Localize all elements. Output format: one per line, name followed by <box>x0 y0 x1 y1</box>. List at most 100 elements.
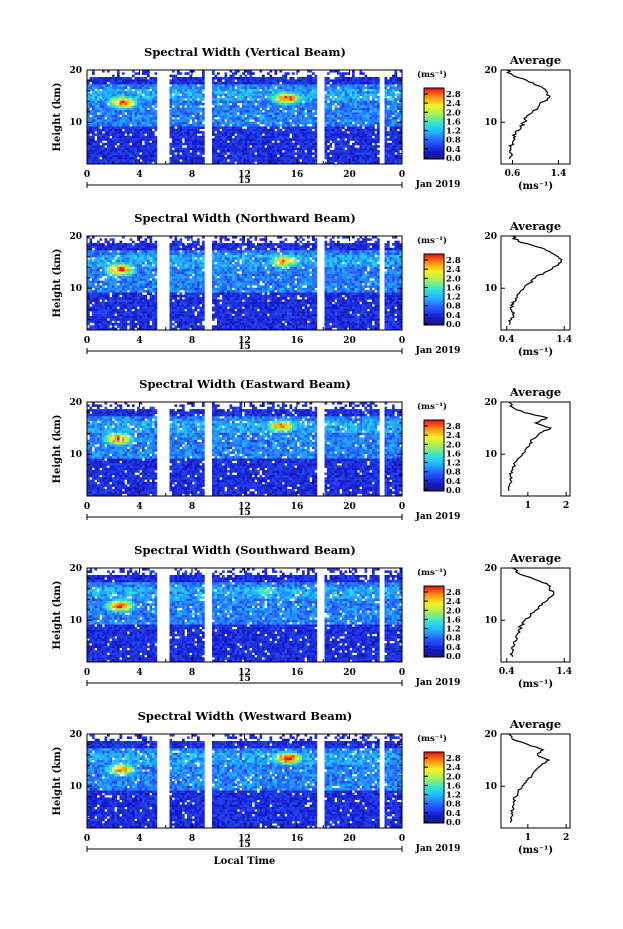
heatmap-cell <box>192 133 195 136</box>
heatmap-cell <box>94 117 98 120</box>
heatmap-cell <box>132 294 135 298</box>
heatmap-cell <box>189 124 193 127</box>
heatmap-cell <box>92 304 95 307</box>
heatmap-cell <box>364 95 368 99</box>
heatmap-cell <box>89 283 93 286</box>
heatmap-cell <box>224 117 228 120</box>
heatmap-cell <box>92 133 95 136</box>
heatmap-cell <box>187 117 190 120</box>
heatmap-cell <box>307 147 310 151</box>
heatmap-cell <box>87 98 90 101</box>
heatmap-cell <box>137 152 140 155</box>
heatmap-cell <box>262 149 265 153</box>
heatmap-cell <box>117 287 120 291</box>
heatmap-cell <box>99 257 103 260</box>
heatmap-cell <box>114 292 118 295</box>
heatmap-cell <box>389 133 393 136</box>
heatmap-cell <box>289 91 293 94</box>
heatmap-cell <box>117 138 120 141</box>
heatmap-cell <box>92 294 95 298</box>
heatmap-cell <box>357 161 360 165</box>
heatmap-cell <box>329 135 333 139</box>
heatmap-cell <box>129 121 133 125</box>
heatmap-cell <box>332 156 335 160</box>
heatmap-cell <box>199 117 203 120</box>
heatmap-cell <box>397 81 400 85</box>
heatmap-cell <box>364 126 368 129</box>
heatmap-cell <box>119 124 123 127</box>
colorbar-segment <box>424 112 444 115</box>
heatmap-cell <box>179 88 183 92</box>
heatmap-cell <box>399 140 403 144</box>
heatmap-cell <box>267 98 270 101</box>
heatmap-cell <box>109 283 113 286</box>
heatmap-cell <box>292 88 295 92</box>
heatmap-cell <box>234 117 238 120</box>
heatmap-cell <box>389 152 393 155</box>
heatmap-cell <box>137 245 140 248</box>
heatmap-cell <box>104 250 108 253</box>
heatmap-cell <box>109 145 113 148</box>
heatmap-cell <box>194 133 198 136</box>
heatmap-cell <box>97 322 100 326</box>
heatmap-cell <box>367 100 370 104</box>
heatmap-cell <box>287 156 290 160</box>
heatmap-cell <box>327 117 330 120</box>
heatmap-cell <box>374 138 378 141</box>
heatmap-cell <box>219 95 223 99</box>
heatmap-cell <box>367 161 370 165</box>
heatmap-cell <box>377 112 380 115</box>
heatmap-cell <box>189 117 193 120</box>
heatmap-cell <box>349 131 353 134</box>
heatmap-cell <box>339 72 343 75</box>
heatmap-cell <box>239 154 243 158</box>
heatmap-cell <box>122 294 125 298</box>
heatmap-cell <box>104 304 108 307</box>
heatmap-cell <box>349 109 353 113</box>
heatmap-cell <box>194 79 198 82</box>
heatmap-cell <box>352 119 355 122</box>
heatmap-cell <box>124 154 128 158</box>
heatmap-cell <box>102 88 105 92</box>
heatmap-cell <box>364 154 368 158</box>
heatmap-cell <box>124 142 128 146</box>
heatmap-cell <box>92 114 95 118</box>
heatmap-cell <box>97 243 100 246</box>
heatmap-cell <box>212 145 215 148</box>
heatmap-cell <box>132 131 135 134</box>
heatmap-cell <box>384 88 388 92</box>
heatmap-cell <box>152 109 155 113</box>
heatmap-cell <box>272 126 275 129</box>
heatmap-cell <box>222 112 225 115</box>
heatmap-cell <box>387 152 390 155</box>
heatmap-cell <box>287 152 290 155</box>
heatmap-cell <box>299 77 303 80</box>
heatmap-cell <box>92 156 95 160</box>
heatmap-cell <box>339 135 343 139</box>
heatmap-cell <box>282 79 285 82</box>
heatmap-cell <box>177 109 180 113</box>
heatmap-cell <box>229 145 233 148</box>
heatmap-cell <box>104 86 108 90</box>
heatmap-cell <box>297 135 300 139</box>
heatmap-cell <box>314 161 318 165</box>
heatmap-cell <box>109 142 113 146</box>
heatmap-cell <box>114 315 118 319</box>
heatmap-cell <box>119 152 123 155</box>
heatmap-cell <box>112 93 115 97</box>
heatmap-cell <box>184 107 188 111</box>
heatmap-cell <box>307 93 310 97</box>
heatmap-cell <box>302 131 305 134</box>
heatmap-cell <box>374 100 378 104</box>
heatmap-cell <box>329 133 333 136</box>
heatmap-cell <box>377 121 380 125</box>
heatmap-cell <box>224 105 228 108</box>
heatmap-cell <box>217 119 220 122</box>
heatmap-cell <box>252 100 255 104</box>
heatmap-cell <box>247 117 250 120</box>
heatmap-cell <box>94 311 98 314</box>
heatmap-cell <box>389 102 393 106</box>
heatmap-cell <box>142 98 145 101</box>
heatmap-cell <box>392 147 395 151</box>
heatmap-cell <box>247 133 250 136</box>
